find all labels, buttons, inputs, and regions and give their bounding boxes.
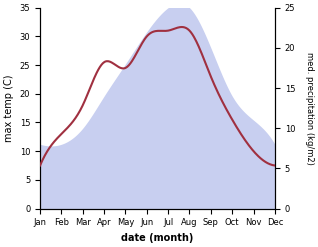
Y-axis label: max temp (C): max temp (C) — [4, 74, 14, 142]
Y-axis label: med. precipitation (kg/m2): med. precipitation (kg/m2) — [305, 52, 314, 165]
X-axis label: date (month): date (month) — [121, 233, 194, 243]
